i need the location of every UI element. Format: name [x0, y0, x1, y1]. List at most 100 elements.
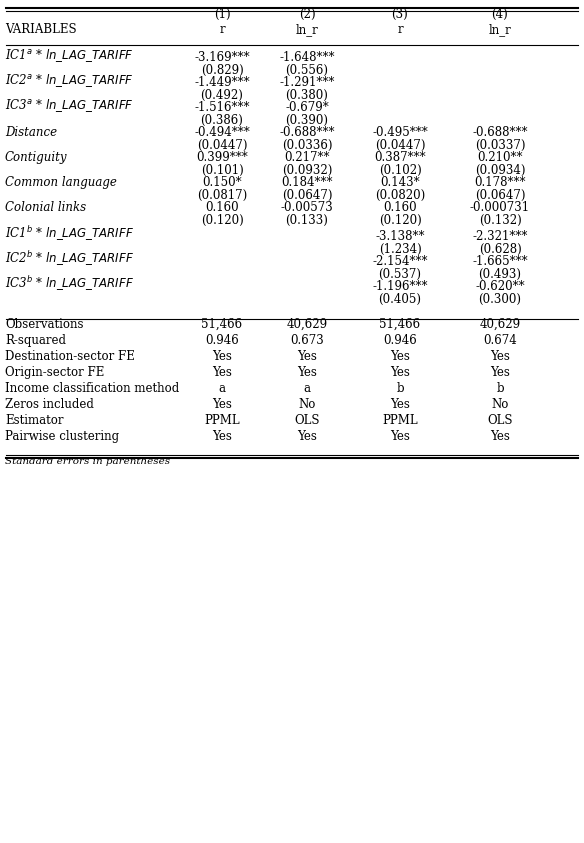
- Text: No: No: [298, 398, 316, 411]
- Text: 40,629: 40,629: [286, 318, 328, 331]
- Text: (0.0647): (0.0647): [475, 189, 525, 202]
- Text: Yes: Yes: [490, 350, 510, 363]
- Text: (0.0447): (0.0447): [375, 139, 425, 152]
- Text: (0.120): (0.120): [201, 214, 244, 227]
- Text: Yes: Yes: [297, 366, 317, 379]
- Text: Zeros included: Zeros included: [5, 398, 94, 411]
- Text: (0.537): (0.537): [378, 268, 422, 281]
- Text: Yes: Yes: [490, 430, 510, 443]
- Text: -0.620**: -0.620**: [475, 280, 525, 293]
- Text: (0.133): (0.133): [286, 214, 328, 227]
- Text: Yes: Yes: [390, 398, 410, 411]
- Text: (0.0820): (0.0820): [375, 189, 425, 202]
- Text: PPML: PPML: [204, 414, 240, 427]
- Text: OLS: OLS: [294, 414, 320, 427]
- Text: 0.184***: 0.184***: [281, 176, 333, 189]
- Text: VARIABLES: VARIABLES: [5, 23, 77, 36]
- Text: (0.0817): (0.0817): [197, 189, 247, 202]
- Text: Yes: Yes: [297, 430, 317, 443]
- Text: IC3$^b$ * $\mathit{ln\_LAG\_TARIFF}$: IC3$^b$ * $\mathit{ln\_LAG\_TARIFF}$: [5, 274, 134, 293]
- Text: Pairwise clustering: Pairwise clustering: [5, 430, 119, 443]
- Text: Yes: Yes: [297, 350, 317, 363]
- Text: -1.665***: -1.665***: [472, 255, 528, 268]
- Text: ln_r: ln_r: [296, 23, 318, 36]
- Text: (0.386): (0.386): [200, 114, 244, 127]
- Text: Destination-sector FE: Destination-sector FE: [5, 350, 135, 363]
- Text: No: No: [491, 398, 509, 411]
- Text: (0.102): (0.102): [378, 164, 422, 177]
- Text: -3.138**: -3.138**: [376, 230, 425, 243]
- Text: (0.0647): (0.0647): [281, 189, 332, 202]
- Text: IC1$^a$ * $\mathit{ln\_LAG\_TARIFF}$: IC1$^a$ * $\mathit{ln\_LAG\_TARIFF}$: [5, 47, 134, 64]
- Text: 0.673: 0.673: [290, 334, 324, 347]
- Text: (1): (1): [214, 8, 230, 21]
- Text: (0.492): (0.492): [200, 89, 244, 102]
- Text: (0.493): (0.493): [478, 268, 522, 281]
- Text: Yes: Yes: [212, 430, 232, 443]
- Text: -2.154***: -2.154***: [372, 255, 427, 268]
- Text: Yes: Yes: [212, 398, 232, 411]
- Text: (0.390): (0.390): [286, 114, 328, 127]
- Text: -1.196***: -1.196***: [372, 280, 427, 293]
- Text: -3.169***: -3.169***: [194, 51, 250, 64]
- Text: IC2$^b$ * $\mathit{ln\_LAG\_TARIFF}$: IC2$^b$ * $\mathit{ln\_LAG\_TARIFF}$: [5, 250, 134, 268]
- Text: -0.494***: -0.494***: [194, 126, 250, 139]
- Text: -0.000731: -0.000731: [470, 201, 530, 214]
- Text: ln_r: ln_r: [489, 23, 512, 36]
- Text: 0.160: 0.160: [205, 201, 239, 214]
- Text: Common language: Common language: [5, 176, 117, 189]
- Text: (0.0447): (0.0447): [197, 139, 247, 152]
- Text: a: a: [304, 382, 311, 395]
- Text: 0.946: 0.946: [383, 334, 417, 347]
- Text: (0.0337): (0.0337): [475, 139, 525, 152]
- Text: Yes: Yes: [390, 430, 410, 443]
- Text: Contiguity: Contiguity: [5, 151, 68, 164]
- Text: a: a: [218, 382, 225, 395]
- Text: 0.217**: 0.217**: [284, 151, 330, 164]
- Text: Yes: Yes: [490, 366, 510, 379]
- Text: Yes: Yes: [390, 366, 410, 379]
- Text: 0.210**: 0.210**: [477, 151, 523, 164]
- Text: (0.120): (0.120): [378, 214, 422, 227]
- Text: -0.679*: -0.679*: [285, 101, 329, 114]
- Text: (0.556): (0.556): [286, 64, 328, 77]
- Text: 0.387***: 0.387***: [374, 151, 426, 164]
- Text: (0.628): (0.628): [479, 243, 522, 256]
- Text: PPML: PPML: [382, 414, 418, 427]
- Text: (1.234): (1.234): [378, 243, 422, 256]
- Text: Yes: Yes: [212, 350, 232, 363]
- Text: OLS: OLS: [487, 414, 513, 427]
- Text: 0.399***: 0.399***: [196, 151, 248, 164]
- Text: -1.449***: -1.449***: [194, 76, 250, 89]
- Text: Yes: Yes: [390, 350, 410, 363]
- Text: -0.00573: -0.00573: [281, 201, 333, 214]
- Text: Distance: Distance: [5, 126, 57, 139]
- Text: (4): (4): [492, 8, 509, 21]
- Text: Observations: Observations: [5, 318, 84, 331]
- Text: IC1$^b$ * $\mathit{ln\_LAG\_TARIFF}$: IC1$^b$ * $\mathit{ln\_LAG\_TARIFF}$: [5, 224, 134, 243]
- Text: 0.674: 0.674: [483, 334, 517, 347]
- Text: (0.0934): (0.0934): [475, 164, 525, 177]
- Text: 40,629: 40,629: [479, 318, 520, 331]
- Text: b: b: [496, 382, 504, 395]
- Text: Income classification method: Income classification method: [5, 382, 179, 395]
- Text: 0.160: 0.160: [383, 201, 417, 214]
- Text: Standard errors in parentheses: Standard errors in parentheses: [5, 457, 170, 466]
- Text: R-squared: R-squared: [5, 334, 66, 347]
- Text: (0.0336): (0.0336): [281, 139, 332, 152]
- Text: 0.150*: 0.150*: [202, 176, 242, 189]
- Text: Yes: Yes: [212, 366, 232, 379]
- Text: (0.101): (0.101): [201, 164, 244, 177]
- Text: r: r: [397, 23, 403, 36]
- Text: 0.178***: 0.178***: [474, 176, 526, 189]
- Text: -1.648***: -1.648***: [279, 51, 335, 64]
- Text: IC2$^a$ * $\mathit{ln\_LAG\_TARIFF}$: IC2$^a$ * $\mathit{ln\_LAG\_TARIFF}$: [5, 72, 134, 89]
- Text: (0.300): (0.300): [478, 293, 522, 306]
- Text: (3): (3): [392, 8, 408, 21]
- Text: -2.321***: -2.321***: [472, 230, 528, 243]
- Text: Origin-sector FE: Origin-sector FE: [5, 366, 105, 379]
- Text: -0.688***: -0.688***: [472, 126, 528, 139]
- Text: (0.0932): (0.0932): [282, 164, 332, 177]
- Text: b: b: [396, 382, 404, 395]
- Text: 51,466: 51,466: [201, 318, 242, 331]
